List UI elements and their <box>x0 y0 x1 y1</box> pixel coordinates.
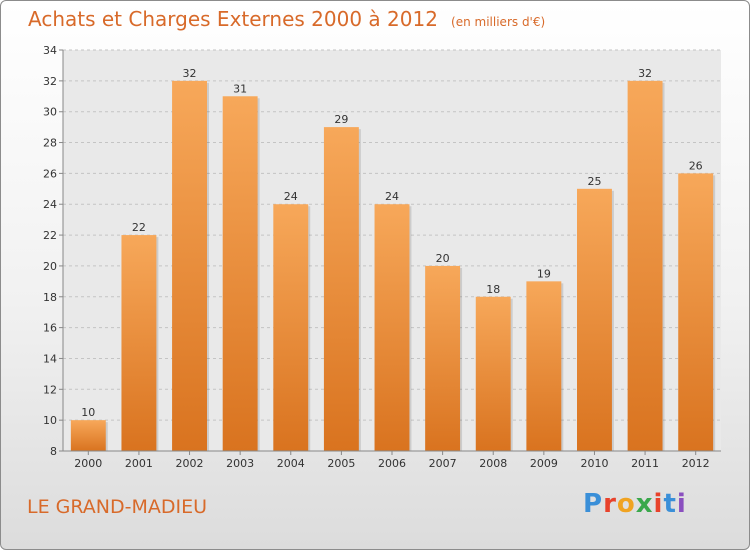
bar-value-label: 26 <box>689 159 703 172</box>
bar <box>172 80 208 451</box>
y-tick-label: 20 <box>43 260 57 273</box>
bar-value-label: 20 <box>436 252 450 265</box>
logo-letter: P <box>583 489 604 519</box>
logo-letter: t <box>663 489 677 519</box>
y-tick-label: 26 <box>43 167 57 180</box>
bar <box>576 188 612 452</box>
bar <box>627 80 663 451</box>
bar-value-label: 10 <box>81 406 95 419</box>
bar <box>70 420 106 451</box>
logo-letter: i <box>676 489 687 519</box>
y-tick-label: 34 <box>43 44 57 57</box>
bar <box>121 235 157 451</box>
chart-title: Achats et Charges Externes 2000 à 2012 (… <box>28 7 545 31</box>
x-tick-label: 2000 <box>74 457 102 470</box>
bar-value-label: 32 <box>638 67 652 80</box>
bar-value-label: 24 <box>385 190 399 203</box>
bar <box>273 204 309 451</box>
logo-letter: r <box>603 489 617 519</box>
bar <box>222 96 258 452</box>
y-tick-label: 16 <box>43 322 57 335</box>
chart-title-text: Achats et Charges Externes 2000 à 2012 <box>28 7 438 31</box>
y-tick-label: 10 <box>43 414 57 427</box>
bar-value-label: 24 <box>284 190 298 203</box>
x-tick-label: 2007 <box>429 457 457 470</box>
bar <box>475 296 511 451</box>
y-tick-label: 30 <box>43 106 57 119</box>
bar <box>425 265 461 451</box>
city-name: LE GRAND-MADIEU <box>27 496 208 518</box>
chart-unit-text: (en milliers d'€) <box>451 15 546 29</box>
x-tick-label: 2012 <box>682 457 710 470</box>
bar-value-label: 19 <box>537 267 551 280</box>
bar <box>323 127 359 451</box>
y-tick-label: 24 <box>43 198 57 211</box>
y-tick-label: 8 <box>50 445 57 458</box>
proxiti-logo[interactable]: Proxiti <box>583 489 687 519</box>
y-tick-label: 14 <box>43 352 57 365</box>
y-tick-label: 22 <box>43 229 57 242</box>
bar-value-label: 25 <box>587 175 601 188</box>
x-tick-label: 2008 <box>479 457 507 470</box>
x-tick-label: 2011 <box>631 457 659 470</box>
y-tick-label: 32 <box>43 75 57 88</box>
x-tick-label: 2002 <box>176 457 204 470</box>
x-tick-label: 2009 <box>530 457 558 470</box>
bar <box>374 204 410 451</box>
x-tick-label: 2003 <box>226 457 254 470</box>
bar <box>678 173 714 451</box>
bar-value-label: 22 <box>132 221 146 234</box>
x-tick-label: 2004 <box>277 457 305 470</box>
y-tick-label: 18 <box>43 291 57 304</box>
bar-value-label: 29 <box>334 113 348 126</box>
bar-value-label: 31 <box>233 82 247 95</box>
x-tick-label: 2006 <box>378 457 406 470</box>
logo-letter: x <box>635 489 654 519</box>
logo-letter: o <box>616 489 636 519</box>
bar <box>526 281 562 451</box>
y-tick-label: 28 <box>43 137 57 150</box>
bar-value-label: 18 <box>486 283 500 296</box>
bar-value-label: 32 <box>183 67 197 80</box>
y-tick-label: 12 <box>43 383 57 396</box>
x-tick-label: 2001 <box>125 457 153 470</box>
x-tick-label: 2005 <box>327 457 355 470</box>
logo-letter: i <box>653 489 664 519</box>
x-tick-label: 2010 <box>580 457 608 470</box>
